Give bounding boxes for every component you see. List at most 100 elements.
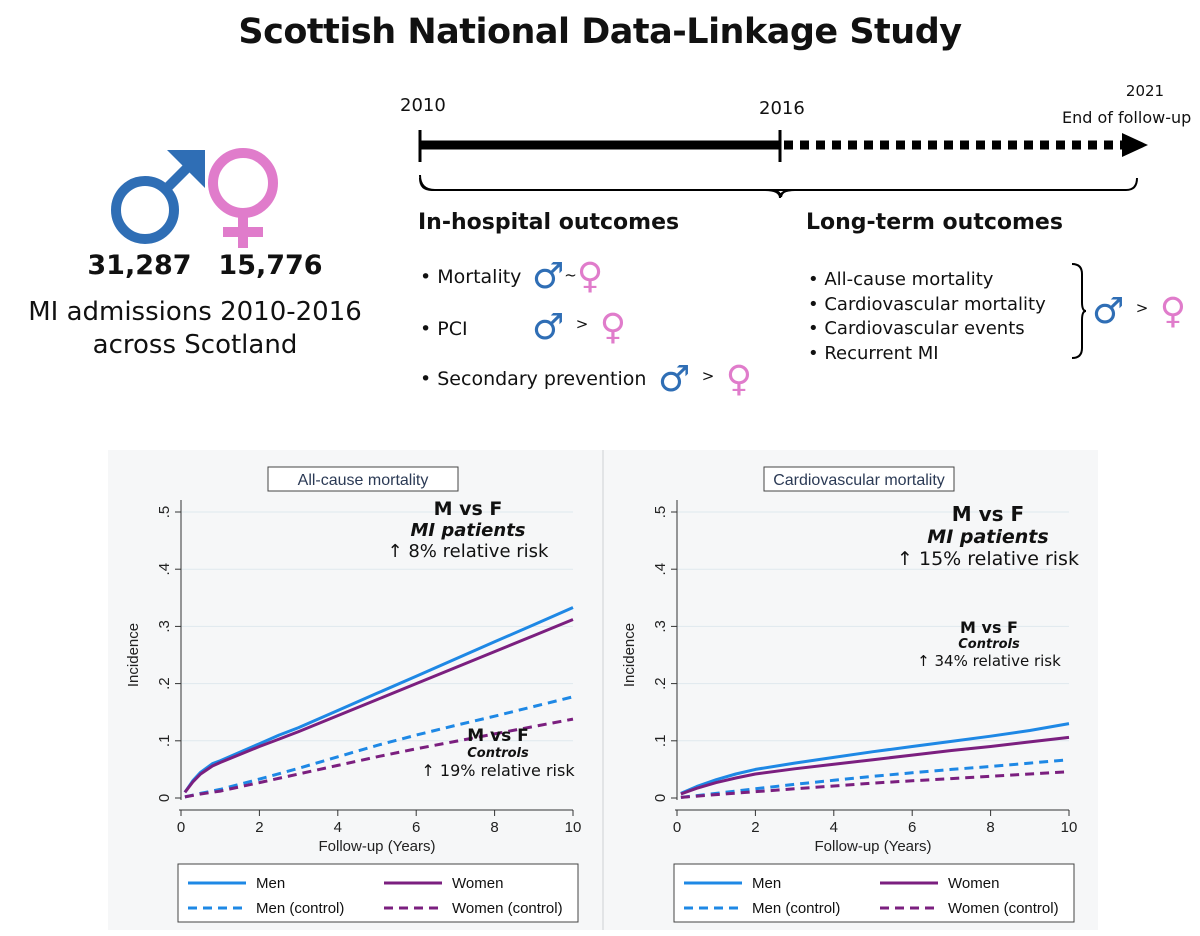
female-symbol-icon	[208, 148, 278, 248]
series-line-women	[680, 735, 1070, 796]
gender-symbols	[111, 148, 278, 248]
long-term-item: • Cardiovascular mortality	[808, 293, 1046, 315]
cardiovascular-mortality-chart: Cardiovascular mortality 0 .1 .2 .3 .4 .5 0 2 4 6 8…	[621, 466, 1078, 923]
long-term-bracket	[1071, 263, 1087, 359]
mi-patients-annotation-cardiovascular: M vs F MI patients ↑ 15% relative risk	[897, 502, 1079, 570]
in-hospital-brace	[419, 174, 796, 199]
y-tick-label: .3	[652, 620, 669, 633]
in-hospital-item-pci: • PCI	[420, 318, 468, 340]
x-tick-label: 4	[830, 819, 838, 836]
male-symbol-icon: ♂	[1092, 291, 1125, 332]
y-tick-label: .4	[652, 563, 669, 576]
series-line-women-control	[680, 770, 1070, 799]
comparator: ~	[564, 266, 577, 284]
item-label: Mortality	[437, 266, 522, 288]
y-tick-label: .5	[652, 506, 669, 519]
admissions-description: MI admissions 2010-2016 across Scotland	[15, 296, 375, 362]
x-axis-label: Follow-up (Years)	[319, 838, 436, 855]
long-term-comparison: ♂ > ♀	[1092, 288, 1186, 332]
legend-label: Men	[752, 875, 781, 892]
male-symbol-icon: ♂	[532, 307, 565, 348]
x-tick-label: 6	[412, 819, 420, 836]
legend-label: Men	[256, 875, 285, 892]
y-axis-label: Incidence	[621, 623, 638, 687]
y-tick-label: 0	[652, 794, 669, 802]
mortality-comparison: ♂~♀	[532, 255, 603, 297]
legend-box	[177, 863, 579, 923]
y-tick-label: .2	[652, 677, 669, 690]
legend-label: Women (control)	[948, 900, 1059, 917]
pci-comparison: ♂ > ♀	[532, 304, 626, 348]
female-symbol-icon: ♀	[725, 359, 753, 400]
description-line-1: MI admissions 2010-2016	[28, 297, 362, 327]
series-line-women	[183, 618, 574, 794]
legend-label: Men (control)	[752, 900, 840, 917]
timeline-start-year: 2010	[400, 95, 446, 116]
male-symbol-icon: ♂	[532, 256, 565, 297]
y-tick-label: .3	[156, 620, 173, 633]
timeline	[418, 130, 1148, 199]
mi-patients-annotation-all-cause: M vs F MI patients ↑ 8% relative risk	[387, 498, 549, 562]
female-symbol-icon: ♀	[1159, 291, 1187, 332]
y-tick-label: .4	[156, 563, 173, 576]
long-term-item: • Cardiovascular events	[808, 318, 1025, 339]
x-axis-label: Follow-up (Years)	[815, 838, 932, 855]
timeline-end-label: End of follow-up	[1062, 108, 1192, 127]
item-label: Secondary prevention	[437, 368, 647, 390]
long-term-list: • All-cause mortality • Cardiovascular m…	[808, 268, 1046, 366]
controls-annotation-cardiovascular: M vs F Controls ↑ 34% relative risk	[917, 618, 1061, 670]
secondary-prevention-comparison: ♂ > ♀	[658, 356, 752, 400]
timeline-end-year: 2021	[1125, 82, 1165, 100]
chart-title-box	[267, 466, 459, 492]
y-tick-label: .1	[156, 735, 173, 748]
female-symbol-icon: ♀	[576, 256, 604, 297]
timeline-mid-year: 2016	[759, 98, 805, 119]
charts-divider	[602, 450, 604, 930]
series-line-men-control	[680, 758, 1070, 799]
chart-title: Cardiovascular mortality	[773, 472, 945, 489]
x-tick-label: 0	[177, 819, 185, 836]
in-hospital-item-secondary-prevention: • Secondary prevention	[420, 368, 647, 390]
series-line-men	[680, 722, 1070, 795]
x-tick-label: 2	[255, 819, 263, 836]
all-cause-mortality-chart: All-cause mortality 0 .1 .2 .3 .4 .5 0 2 4 6 8 10 Fol…	[125, 466, 582, 923]
item-label: PCI	[437, 318, 468, 340]
x-tick-label: 10	[565, 819, 582, 836]
y-tick-label: 0	[156, 794, 173, 802]
y-tick-label: .5	[156, 506, 173, 519]
legend-label: Women	[948, 875, 999, 892]
in-hospital-item-mortality: • Mortality	[420, 266, 522, 288]
long-term-brace	[780, 177, 1138, 198]
in-hospital-heading: In-hospital outcomes	[418, 210, 680, 235]
long-term-heading: Long-term outcomes	[806, 210, 1063, 235]
x-tick-label: 2	[751, 819, 759, 836]
comparator: >	[1135, 299, 1149, 317]
y-tick-label: .2	[156, 677, 173, 690]
women-count: 15,776	[218, 250, 323, 281]
timeline-arrow-icon	[1122, 133, 1148, 157]
comparator: >	[701, 367, 715, 385]
long-term-item: • All-cause mortality	[808, 269, 994, 290]
x-tick-label: 6	[908, 819, 916, 836]
male-symbol-icon: ♂	[658, 359, 691, 400]
page-title: Scottish National Data-Linkage Study	[238, 12, 962, 52]
x-tick-label: 8	[986, 819, 994, 836]
admission-counts: 31,287 15,776	[60, 250, 350, 281]
male-symbol-icon	[111, 150, 205, 244]
chart-title: All-cause mortality	[298, 472, 429, 489]
x-tick-label: 8	[490, 819, 498, 836]
legend-label: Men (control)	[256, 900, 344, 917]
comparator: >	[575, 315, 589, 333]
description-line-2: across Scotland	[92, 330, 298, 360]
legend-label: Women (control)	[452, 900, 563, 917]
y-tick-label: .1	[652, 735, 669, 748]
legend-box	[673, 863, 1075, 923]
series-line-men	[183, 606, 574, 794]
legend-label: Women	[452, 875, 503, 892]
series-line-men-control	[184, 695, 574, 799]
female-symbol-icon: ♀	[599, 307, 627, 348]
y-axis-label: Incidence	[125, 623, 142, 687]
series-line-women-control	[184, 717, 574, 799]
controls-annotation-all-cause: M vs F Controls ↑ 19% relative risk	[421, 726, 575, 780]
x-tick-label: 10	[1061, 819, 1078, 836]
